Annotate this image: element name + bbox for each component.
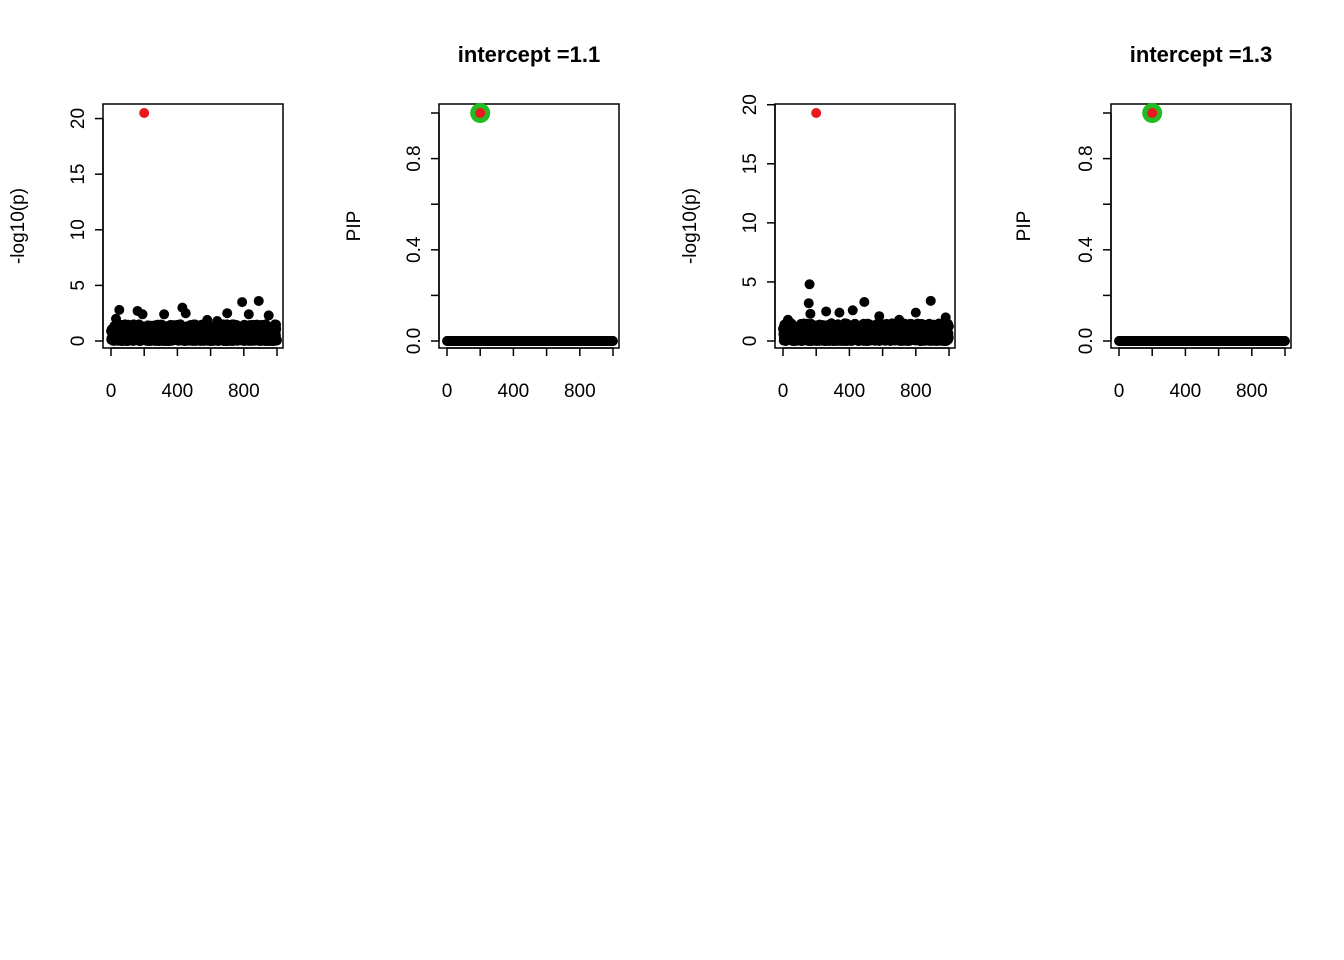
data-point <box>910 307 921 318</box>
panel-4-points <box>1114 103 1290 346</box>
panel-2-title: intercept =1.1 <box>458 42 600 67</box>
data-point <box>110 313 121 324</box>
data-point <box>222 308 233 319</box>
panel-2-axes: 0 400 800 0.0 0.4 0.8 <box>404 112 614 402</box>
panel-2-y-tick-label: 0.4 <box>404 236 425 263</box>
panel-2-points <box>442 103 618 346</box>
panel-3-x-tick-label: 400 <box>834 381 866 402</box>
panel-3-y-tick-label: 5 <box>740 277 761 288</box>
data-point <box>237 297 248 308</box>
highlighted-point <box>139 108 150 118</box>
data-point <box>943 321 954 332</box>
panel-4-x-tick-label: 400 <box>1170 381 1202 402</box>
data-point <box>940 312 951 323</box>
highlighted-point <box>475 108 486 118</box>
panel-1-x-tick-label: 400 <box>162 381 194 402</box>
panel-3-x-tick-label: 800 <box>900 381 932 402</box>
panel-4-y-tick-label: 0.8 <box>1076 145 1097 171</box>
data-point <box>263 310 274 321</box>
data-point <box>137 309 148 320</box>
panel-3-y-tick-label: 10 <box>740 212 761 233</box>
panel-4-x-tick-label: 800 <box>1236 381 1268 402</box>
panel-3-points <box>778 108 954 346</box>
panel-3-y-tick-label: 20 <box>740 94 761 115</box>
data-point <box>253 295 264 306</box>
panel-4-axes: 0 400 800 0.0 0.4 0.8 <box>1076 112 1286 402</box>
data-point <box>243 309 254 320</box>
data-point <box>180 308 191 319</box>
panel-3-y-tick-label: 15 <box>740 153 761 174</box>
data-point <box>805 308 816 319</box>
panel-2-x-tick-label: 400 <box>498 381 530 402</box>
data-point <box>894 314 905 325</box>
data-point <box>1279 336 1290 346</box>
data-point <box>943 332 954 343</box>
data-point <box>834 307 845 318</box>
data-point <box>271 323 282 334</box>
panel-3-y-axis-label: -log10(p) <box>680 188 701 264</box>
data-point <box>271 335 282 346</box>
panel-1-axes: 0 400 800 0 5 10 15 20 <box>68 108 278 402</box>
panel-2-x-tick-label: 0 <box>442 381 453 402</box>
data-point <box>159 309 170 320</box>
panel-1-y-tick-label: 20 <box>68 108 89 129</box>
panel-3-y-tick-label: 0 <box>740 336 761 347</box>
panel-2-x-tick-label: 800 <box>564 381 596 402</box>
panel-2-y-tick-label: 0.8 <box>404 145 425 171</box>
data-point <box>782 314 793 325</box>
panel-1-y-tick-label: 10 <box>68 219 89 240</box>
panel-2: intercept =1.1 PIP 0 400 800 0.0 0.4 0.8 <box>344 42 620 402</box>
data-point <box>925 295 936 306</box>
panel-4-y-tick-label: 0.4 <box>1076 236 1097 263</box>
data-point <box>803 298 814 309</box>
panel-1-y-tick-label: 0 <box>68 336 89 347</box>
data-point <box>847 305 858 316</box>
panel-1-y-tick-label: 15 <box>68 164 89 185</box>
data-point <box>821 306 832 317</box>
panel-1-y-tick-label: 5 <box>68 280 89 291</box>
panel-1-points <box>106 108 282 346</box>
data-point <box>114 304 125 315</box>
panel-1: -log10(p) 0 400 800 0 5 10 15 20 <box>8 103 284 402</box>
data-point <box>874 311 885 322</box>
panel-4-y-axis-label: PIP <box>1014 211 1035 242</box>
panel-1-y-axis-label: -log10(p) <box>8 188 29 264</box>
panel-1-x-tick-label: 0 <box>106 381 117 402</box>
panel-3-axes: 0 400 800 0 5 10 15 20 <box>740 94 950 402</box>
panel-4-y-tick-label: 0.0 <box>1076 328 1097 354</box>
data-point <box>202 314 213 325</box>
highlighted-point <box>811 108 822 118</box>
panel-4-title: intercept =1.3 <box>1130 42 1272 67</box>
panel-4: intercept =1.3 PIP 0 400 800 0.0 0.4 0.8 <box>1014 42 1292 402</box>
panel-2-y-tick-label: 0.0 <box>404 328 425 354</box>
data-point <box>804 279 815 290</box>
panel-1-x-tick-label: 800 <box>228 381 260 402</box>
panel-2-y-axis-label: PIP <box>344 211 365 242</box>
panel-4-x-tick-label: 0 <box>1114 381 1125 402</box>
panel-3: -log10(p) 0 400 800 0 5 10 15 20 <box>680 94 956 402</box>
data-point <box>212 315 223 326</box>
panel-3-x-tick-label: 0 <box>778 381 789 402</box>
data-point <box>859 297 870 308</box>
highlighted-point <box>1147 108 1158 118</box>
data-point <box>607 336 618 346</box>
